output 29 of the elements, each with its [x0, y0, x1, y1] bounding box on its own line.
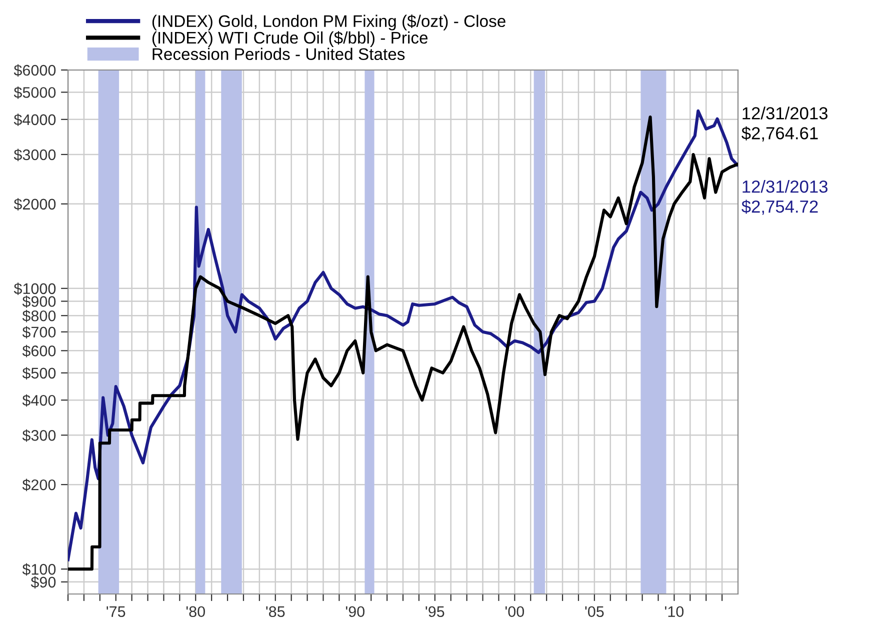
x-tick-label: '75 — [106, 606, 126, 618]
annotation: 12/31/2013 $2,754.72 — [742, 180, 828, 215]
y-tick-label: $3000 — [14, 148, 56, 162]
x-tick-label: '90 — [346, 606, 364, 618]
legend-label: (INDEX) WTI Crude Oil ($/bbl) - Price — [152, 31, 428, 47]
x-tick-label: '80 — [186, 606, 205, 618]
annotation: 12/31/2013 $2,764.61 — [742, 106, 828, 142]
x-tick-label: '00 — [505, 606, 524, 618]
y-tick-label: $700 — [22, 326, 56, 338]
x-tick-label: '95 — [426, 606, 444, 618]
y-tick-label: $6000 — [14, 64, 56, 77]
x-tick-label: '85 — [266, 606, 285, 618]
y-tick-label: $600 — [22, 344, 56, 358]
y-tick-label: $4000 — [14, 114, 56, 126]
y-tick-label: $5000 — [14, 86, 56, 99]
y-tick-label: $500 — [22, 367, 56, 380]
y-tick-label: $300 — [22, 429, 56, 442]
x-tick-label: '05 — [585, 606, 604, 618]
y-tick-label: $90 — [30, 576, 56, 589]
y-tick-label: $1000 — [14, 282, 56, 295]
y-tick-label: $800 — [22, 310, 56, 322]
y-tick-label: $400 — [22, 394, 56, 407]
y-tick-label: $100 — [22, 563, 56, 576]
legend-label: (INDEX) Gold, London PM Fixing ($/ozt) - Close — [152, 14, 506, 30]
legend-label: Recession Periods - United States — [152, 48, 405, 60]
y-tick-label: $200 — [22, 478, 56, 492]
x-tick-label: '10 — [665, 606, 684, 618]
y-tick-label: $900 — [22, 295, 56, 308]
y-tick-label: $2000 — [14, 198, 56, 211]
